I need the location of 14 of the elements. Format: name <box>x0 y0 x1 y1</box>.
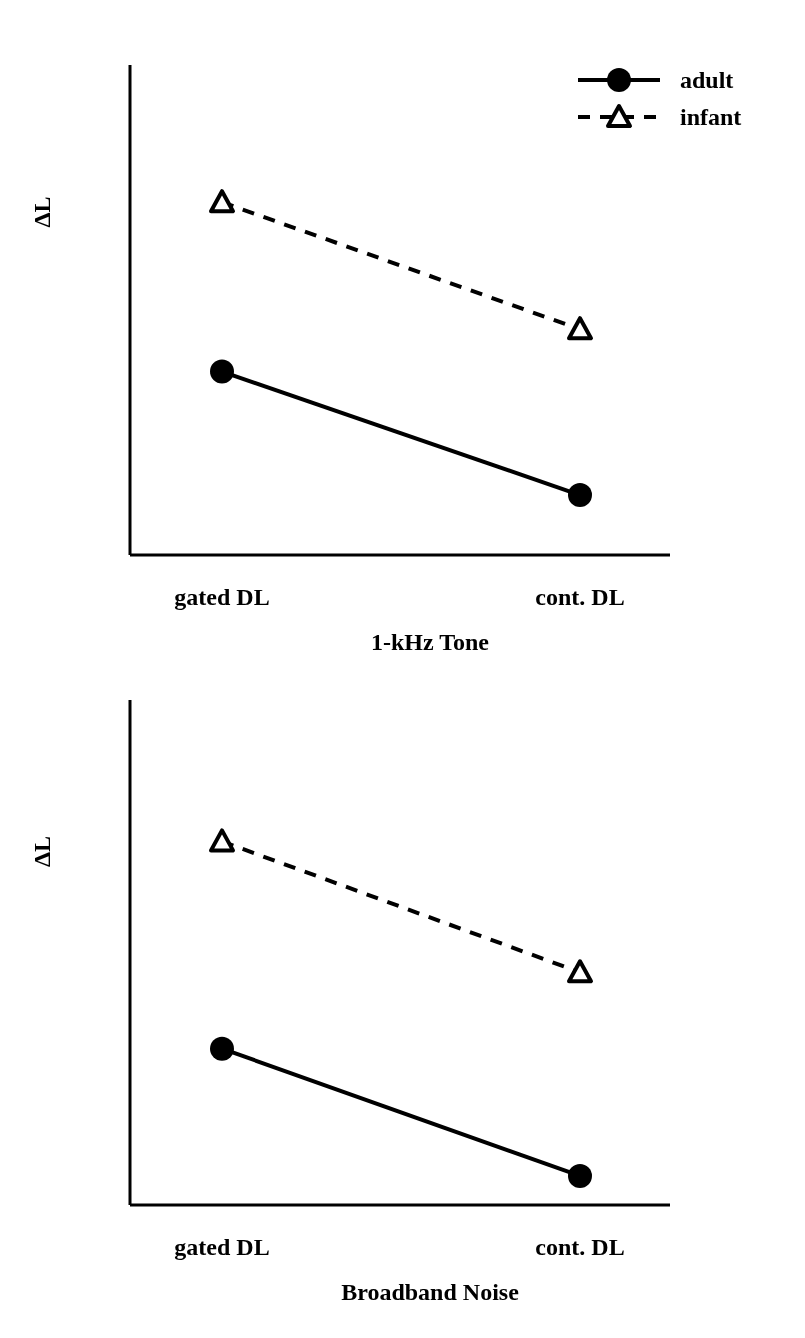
x-axis-title: 1-kHz Tone <box>370 629 490 655</box>
point <box>568 483 592 508</box>
y-axis-title: ΔL <box>29 196 55 228</box>
point <box>210 1036 234 1061</box>
point <box>568 1163 592 1188</box>
y-axis-title: ΔL <box>29 835 55 868</box>
x-tick-label: cont. DL <box>535 1234 625 1260</box>
legend-label: adult <box>680 67 734 93</box>
x-tick-label: gated DL <box>174 1234 270 1260</box>
x-axis-title: Broadband Noise <box>341 1279 520 1305</box>
x-tick-label: cont. DL <box>535 584 625 610</box>
legend-label: infant <box>680 104 742 130</box>
point <box>210 359 234 384</box>
x-tick-label: gated DL <box>174 584 270 610</box>
